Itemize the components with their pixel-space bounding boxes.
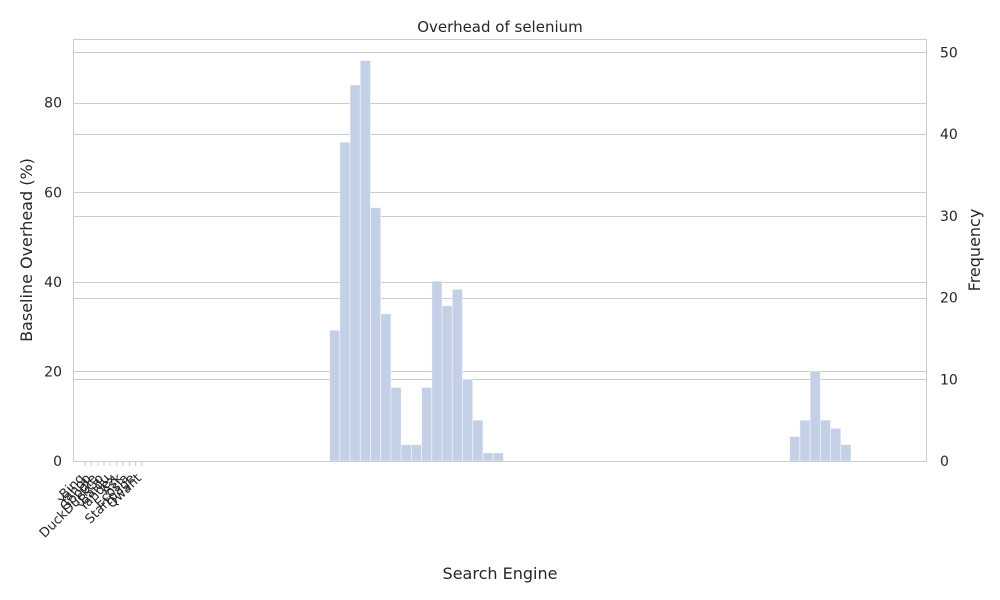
histogram-bar	[339, 141, 351, 462]
histogram-bar	[492, 452, 504, 462]
histogram-bar	[451, 288, 463, 462]
histogram-bar	[441, 305, 453, 462]
right-grid-lines	[74, 52, 926, 462]
histogram-bar	[799, 419, 811, 462]
y-tick-label-left: 80	[44, 96, 62, 112]
histogram-bar	[421, 387, 433, 462]
y-axis-title-left: Baseline Overhead (%)	[17, 158, 36, 342]
y-tick-label-right: 50	[940, 45, 958, 61]
y-tick-label-left: 20	[44, 364, 62, 380]
histogram-bar	[380, 313, 392, 462]
y-tick-label-left: 0	[53, 454, 62, 470]
histogram-bar	[472, 419, 484, 462]
histogram-bar	[840, 444, 852, 462]
histogram-bar	[329, 329, 341, 462]
histogram-bar	[482, 452, 494, 462]
plot-frame	[73, 39, 927, 462]
histogram-bar	[431, 280, 443, 462]
y-tick-label-right: 30	[940, 209, 958, 225]
y-tick-label-right: 20	[940, 291, 958, 307]
right-axis-ticks: 0 10 20 30 40 50	[940, 45, 958, 470]
left-axis-ticks: 0 20 40 60 80	[44, 96, 62, 470]
histogram-bar	[390, 387, 402, 462]
histogram-bar	[809, 370, 821, 462]
y-tick-label-right: 0	[940, 454, 949, 470]
histogram-bar	[359, 60, 371, 462]
y-axis-title-right: Frequency	[965, 209, 984, 292]
left-grid-lines	[74, 103, 926, 462]
histogram-bar	[462, 378, 474, 462]
histogram-bar	[370, 207, 382, 462]
y-tick-label-right: 40	[940, 127, 958, 143]
histogram-bar	[410, 444, 423, 462]
histogram-bar	[830, 427, 842, 462]
histogram-bars	[329, 60, 852, 462]
histogram-bar	[400, 444, 412, 462]
x-axis-title: Search Engine	[443, 564, 558, 583]
y-tick-label-left: 40	[44, 275, 62, 291]
y-tick-label-left: 60	[44, 185, 62, 201]
histogram-bar	[819, 419, 831, 462]
histogram-bar	[349, 84, 361, 462]
category-tick-labels: BingYahooGoogleDuckDuckGoBaiduYandexAskE…	[37, 461, 145, 541]
chart-title: Overhead of selenium	[417, 18, 583, 36]
y-tick-label-right: 10	[940, 372, 958, 388]
histogram-bar	[789, 436, 801, 462]
